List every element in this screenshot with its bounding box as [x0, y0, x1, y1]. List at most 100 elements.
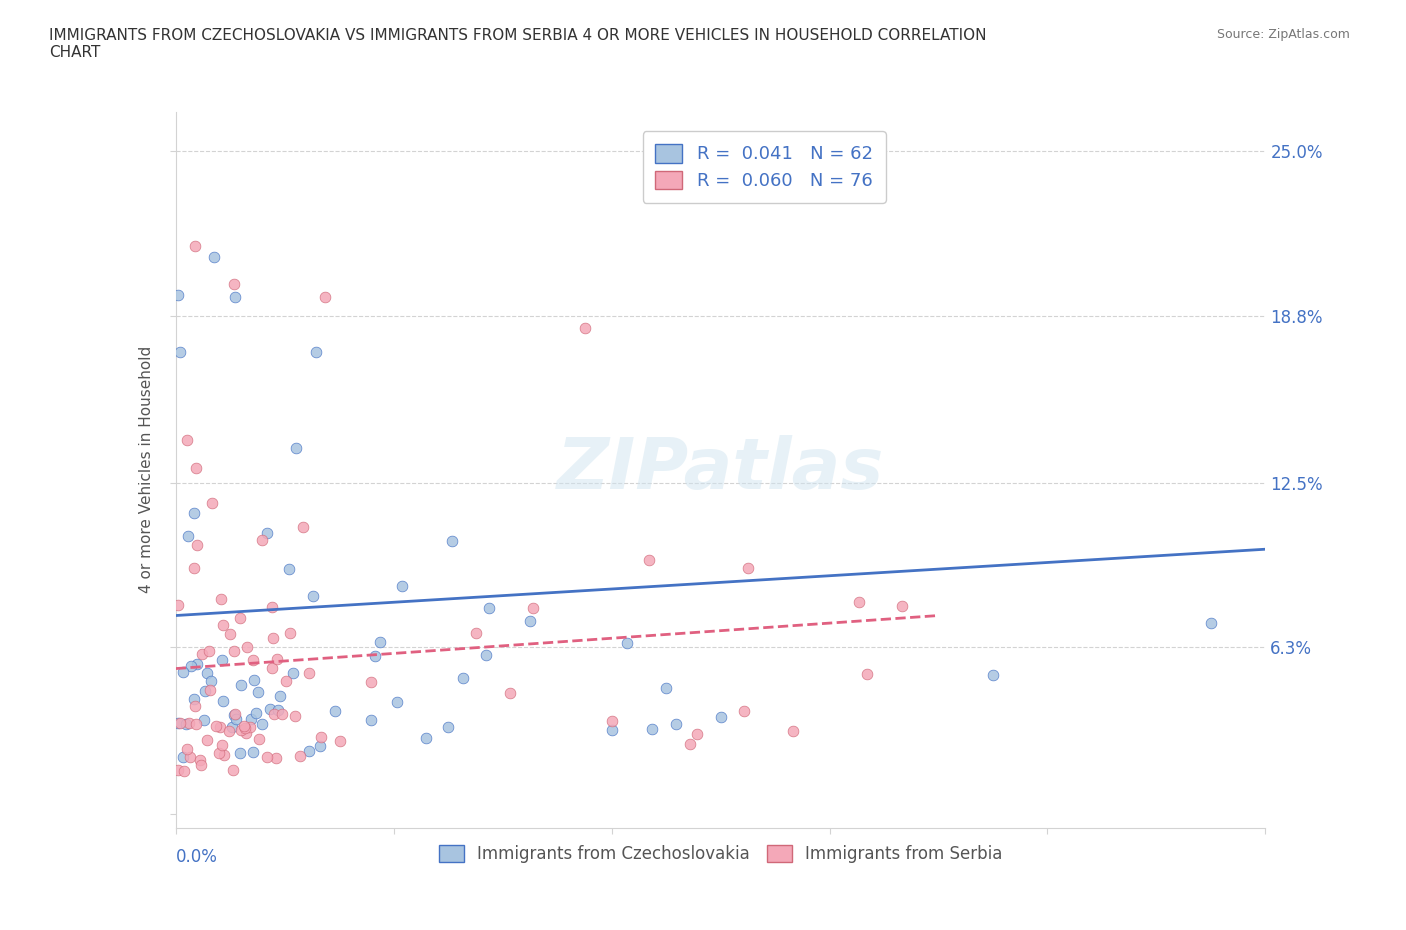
Point — [600, 723, 623, 737]
Point — [179, 750, 201, 764]
Point — [218, 626, 240, 641]
Point — [242, 745, 264, 760]
Point — [239, 711, 262, 726]
Point — [195, 733, 218, 748]
Point — [173, 665, 195, 680]
Point — [190, 758, 212, 773]
Point — [499, 686, 522, 701]
Point — [202, 250, 225, 265]
Point — [323, 704, 346, 719]
Point — [309, 730, 332, 745]
Point — [262, 660, 284, 675]
Text: IMMIGRANTS FROM CZECHOSLOVAKIA VS IMMIGRANTS FROM SERBIA 4 OR MORE VEHICLES IN H: IMMIGRANTS FROM CZECHOSLOVAKIA VS IMMIGR… — [49, 28, 987, 60]
Point — [169, 345, 191, 360]
Point — [415, 730, 437, 745]
Point — [195, 666, 218, 681]
Point — [441, 533, 464, 548]
Point — [186, 538, 208, 552]
Point — [269, 688, 291, 703]
Point — [222, 763, 245, 777]
Text: 0.0%: 0.0% — [176, 848, 218, 866]
Point — [252, 532, 274, 547]
Y-axis label: 4 or more Vehicles in Household: 4 or more Vehicles in Household — [139, 346, 155, 593]
Point — [242, 652, 264, 667]
Point — [856, 667, 879, 682]
Point — [180, 658, 202, 673]
Point — [391, 578, 413, 593]
Point — [733, 704, 755, 719]
Point — [229, 678, 252, 693]
Point — [212, 618, 235, 632]
Point — [522, 601, 544, 616]
Point — [298, 666, 321, 681]
Point — [360, 712, 382, 727]
Point — [184, 461, 207, 476]
Point — [260, 600, 283, 615]
Point — [385, 695, 408, 710]
Point — [304, 345, 326, 360]
Point — [221, 720, 243, 735]
Point — [191, 646, 214, 661]
Point — [329, 733, 352, 748]
Point — [891, 599, 914, 614]
Point — [173, 764, 195, 778]
Point — [211, 653, 233, 668]
Point — [243, 672, 266, 687]
Point — [981, 667, 1004, 682]
Point — [710, 710, 733, 724]
Point — [314, 290, 336, 305]
Point — [209, 720, 232, 735]
Point — [478, 601, 501, 616]
Point — [167, 763, 190, 777]
Point — [167, 598, 190, 613]
Point — [309, 738, 332, 753]
Point — [224, 290, 246, 305]
Point — [298, 743, 321, 758]
Point — [212, 694, 235, 709]
Point — [205, 718, 228, 733]
Point — [264, 751, 287, 765]
Point — [737, 561, 759, 576]
Point — [616, 635, 638, 650]
Point — [271, 707, 294, 722]
Point — [284, 709, 307, 724]
Point — [782, 724, 804, 738]
Point — [183, 506, 205, 521]
Point — [641, 722, 664, 737]
Point — [177, 715, 200, 730]
Point — [474, 647, 496, 662]
Point — [228, 746, 250, 761]
Point — [177, 528, 200, 543]
Point — [266, 651, 288, 666]
Point — [186, 657, 208, 671]
Point — [212, 748, 235, 763]
Point — [197, 644, 219, 658]
Point — [233, 720, 256, 735]
Point — [239, 720, 262, 735]
Point — [186, 716, 208, 731]
Point — [224, 644, 246, 658]
Point — [665, 716, 688, 731]
Point — [193, 712, 215, 727]
Text: Source: ZipAtlas.com: Source: ZipAtlas.com — [1216, 28, 1350, 41]
Point — [207, 745, 229, 760]
Point — [262, 631, 284, 645]
Point — [184, 699, 207, 714]
Point — [655, 681, 678, 696]
Point — [364, 648, 387, 663]
Point — [229, 611, 252, 626]
Point — [247, 731, 270, 746]
Legend: Immigrants from Czechoslovakia, Immigrants from Serbia: Immigrants from Czechoslovakia, Immigran… — [432, 838, 1010, 870]
Point — [285, 441, 308, 456]
Point — [169, 716, 191, 731]
Point — [288, 749, 311, 764]
Point — [464, 626, 486, 641]
Point — [224, 708, 246, 723]
Point — [225, 712, 247, 727]
Point — [267, 703, 290, 718]
Point — [278, 626, 301, 641]
Point — [176, 433, 198, 448]
Point — [174, 717, 197, 732]
Point — [176, 741, 198, 756]
Point — [222, 276, 245, 291]
